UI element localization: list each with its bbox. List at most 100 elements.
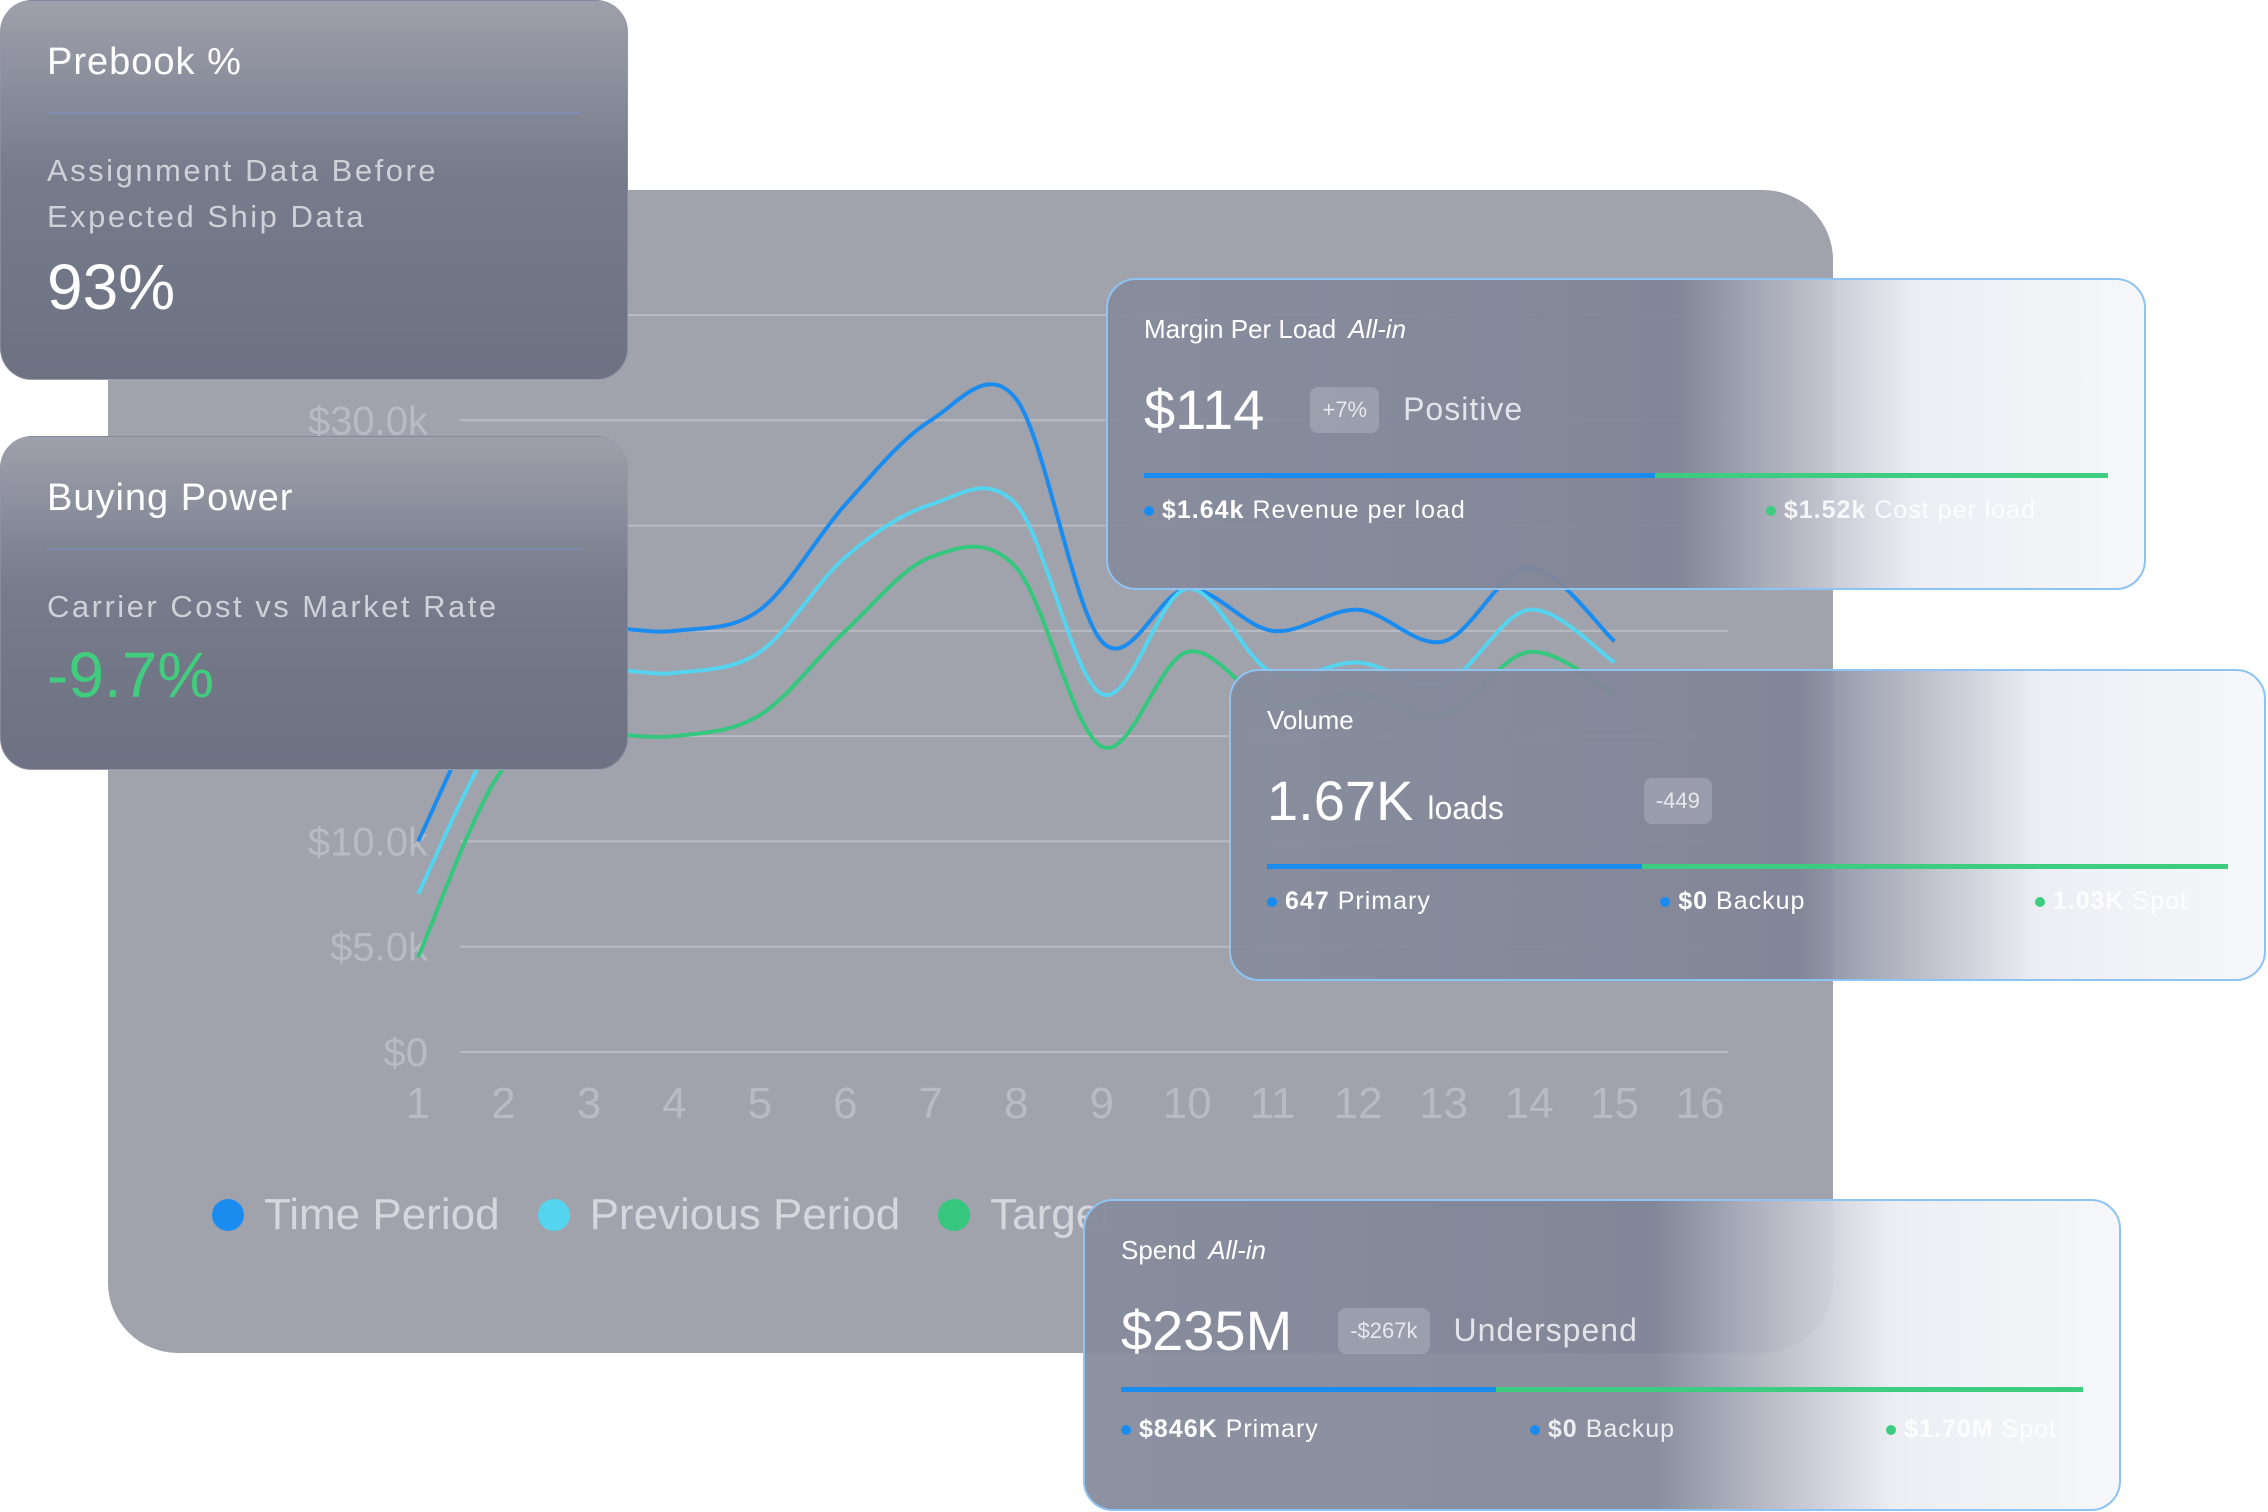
x-tick-label: 6 xyxy=(833,1079,857,1128)
stat-value: $1.70M xyxy=(1904,1415,1994,1443)
y-tick-label: $5.0k xyxy=(330,926,429,970)
margin-value: $114 xyxy=(1144,378,1265,441)
stat-dot-icon xyxy=(1886,1424,1897,1435)
margin-stat-cost: $1.52k Cost per load xyxy=(1765,496,2036,525)
stat-dot-icon xyxy=(1121,1424,1131,1435)
prebook-subtitle: Assignment Data Before Expected Ship Dat… xyxy=(47,153,439,234)
x-tick-label: 5 xyxy=(748,1079,772,1128)
prebook-title: Prebook % xyxy=(47,41,242,83)
stat-label: Primary xyxy=(1337,887,1431,915)
prebook-card[interactable]: Prebook % Assignment Data Before Expecte… xyxy=(0,0,628,380)
volume-stat-primary: 647 Primary xyxy=(1267,887,1431,916)
x-tick-label: 3 xyxy=(577,1079,601,1128)
stat-value: $0 xyxy=(1678,887,1709,915)
margin-bar-revenue xyxy=(1144,473,1655,478)
x-tick-label: 13 xyxy=(1419,1079,1468,1128)
stat-value: $0 xyxy=(1547,1415,1578,1443)
stat-value: $1.64k xyxy=(1162,496,1245,524)
x-tick-label: 15 xyxy=(1590,1079,1639,1128)
line-chart: $0$5.0k$10.0k$30.0k 1 2 3 4 5 6 7 8 9 10 11 12 13 14 1… xyxy=(308,314,1728,1128)
spend-bar-spot xyxy=(1496,1387,2083,1392)
prebook-value: 93% xyxy=(47,251,176,323)
spend-split-bar xyxy=(1121,1387,2083,1392)
stat-label: Backup xyxy=(1716,887,1806,915)
stat-dot-icon xyxy=(1529,1424,1540,1435)
x-tick-label: 8 xyxy=(1004,1079,1028,1128)
x-tick-label: 4 xyxy=(662,1079,686,1128)
stat-label: Revenue per load xyxy=(1252,496,1466,524)
volume-unit: loads xyxy=(1427,790,1504,826)
margin-stats: $1.64k Revenue per load $1.52k Cost per … xyxy=(1144,496,2108,525)
margin-bar-cost xyxy=(1654,473,2108,478)
volume-value: 1.67K xyxy=(1267,769,1414,832)
margin-split-bar xyxy=(1144,473,2108,478)
spend-stat-spot: $1.70M Spot xyxy=(1886,1415,2057,1444)
volume-bar-spot xyxy=(1641,864,2228,869)
margin-title: Margin Per Load All-in xyxy=(1144,314,2108,345)
stat-dot-icon xyxy=(2034,896,2045,907)
buying-power-value: -9.7% xyxy=(47,639,215,711)
margin-qualifier: All-in xyxy=(1348,314,1407,344)
volume-title: Volume xyxy=(1267,705,1354,735)
legend-dot-icon xyxy=(537,1199,570,1231)
stat-label: Spot xyxy=(2132,887,2188,915)
stat-dot-icon xyxy=(1267,896,1277,907)
stat-value: $1.52k xyxy=(1783,496,1867,524)
volume-card[interactable]: Volume 1.67K loads -449 647 Primary $0 B… xyxy=(1229,669,2266,981)
spend-change-badge: -$267k xyxy=(1338,1307,1430,1354)
legend-item-time-period[interactable]: Time Period xyxy=(212,1190,500,1240)
spend-stats: $846K Primary $0 Backup $1.70M Spot xyxy=(1121,1415,2083,1444)
chart-legend: Time Period Previous Period Target xyxy=(212,1190,1112,1240)
stat-dot-icon xyxy=(1765,505,1776,516)
spend-stat-backup: $0 Backup xyxy=(1529,1415,1676,1444)
x-tick-label: 1 xyxy=(406,1079,430,1128)
y-tick-label: $10.0k xyxy=(308,820,429,864)
legend-item-previous-period[interactable]: Previous Period xyxy=(537,1190,901,1240)
y-tick-label: $30.0k xyxy=(308,399,429,443)
stat-label: Primary xyxy=(1225,1415,1319,1443)
x-tick-label: 9 xyxy=(1089,1079,1113,1128)
stat-dot-icon xyxy=(1660,896,1671,907)
volume-stats: 647 Primary $0 Backup 1.03K Spot xyxy=(1267,887,2228,916)
stat-value: $846K xyxy=(1139,1415,1218,1443)
y-tick-label: $0 xyxy=(384,1031,429,1075)
volume-main: 1.67K loads -449 xyxy=(1267,768,2228,833)
divider xyxy=(47,112,581,114)
stat-value: 647 xyxy=(1285,887,1330,915)
stat-label: Backup xyxy=(1585,1415,1676,1443)
x-tick-label: 11 xyxy=(1250,1079,1296,1128)
buying-power-subtitle: Carrier Cost vs Market Rate xyxy=(47,589,499,624)
margin-main: $114 +7% Positive xyxy=(1144,377,2108,442)
x-tick-label: 2 xyxy=(491,1079,515,1128)
volume-bar-primary xyxy=(1267,864,1642,869)
x-tick-label: 16 xyxy=(1676,1079,1725,1128)
spend-title: Spend All-in xyxy=(1121,1235,2083,1266)
spend-value: $235M xyxy=(1121,1299,1293,1362)
spend-card[interactable]: Spend All-in $235M -$267k Underspend $846… xyxy=(1083,1199,2121,1511)
spend-qualifier: All-in xyxy=(1208,1235,1266,1265)
legend-label: Previous Period xyxy=(589,1190,901,1239)
spend-title-text: Spend xyxy=(1121,1235,1197,1265)
x-tick-label: 12 xyxy=(1334,1079,1383,1128)
legend-label: Time Period xyxy=(264,1190,500,1239)
buying-power-card[interactable]: Buying Power Carrier Cost vs Market Rate… xyxy=(0,436,628,770)
margin-stat-revenue: $1.64k Revenue per load xyxy=(1144,496,1466,525)
x-tick-label: 14 xyxy=(1505,1079,1554,1128)
volume-split-bar xyxy=(1267,864,2228,869)
volume-stat-backup: $0 Backup xyxy=(1660,887,1805,916)
x-tick-label: 7 xyxy=(919,1079,943,1128)
legend-dot-icon xyxy=(212,1199,244,1231)
volume-stat-spot: 1.03K Spot xyxy=(2034,887,2188,916)
stat-label: Spot xyxy=(2001,1415,2057,1443)
stat-dot-icon xyxy=(1144,505,1154,516)
volume-change-badge: -449 xyxy=(1643,777,1712,824)
spend-status: Underspend xyxy=(1453,1312,1638,1348)
margin-status: Positive xyxy=(1403,391,1524,427)
margin-change-badge: +7% xyxy=(1310,386,1380,433)
stat-value: 1.03K xyxy=(2052,887,2125,915)
margin-title-text: Margin Per Load xyxy=(1144,314,1337,344)
spend-bar-primary xyxy=(1121,1387,1497,1392)
margin-per-load-card[interactable]: Margin Per Load All-in $114 +7% Positive … xyxy=(1106,278,2146,590)
legend-dot-icon xyxy=(938,1199,971,1231)
buying-power-title: Buying Power xyxy=(47,477,294,519)
